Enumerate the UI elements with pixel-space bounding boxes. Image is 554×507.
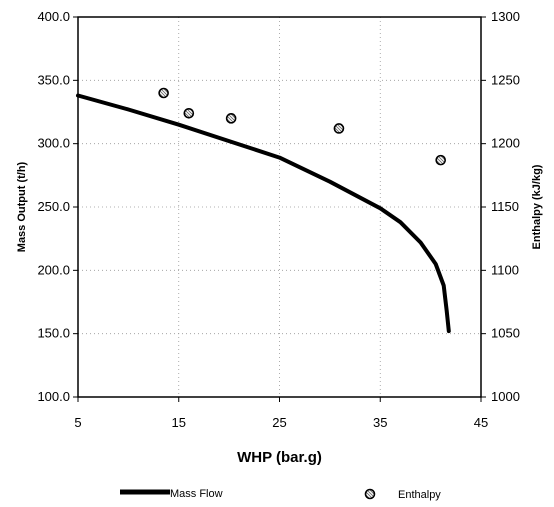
legend-mass-flow-label: Mass Flow [170, 488, 223, 500]
x-axis-title: WHP (bar.g) [237, 449, 322, 466]
legend-enthalpy-marker [364, 488, 376, 500]
x-tick-label: 35 [373, 415, 387, 430]
enthalpy-point [333, 123, 345, 134]
y-right-tick-label: 1000 [491, 389, 520, 404]
series-layer [76, 87, 451, 334]
legend: Mass Flow Enthalpy [120, 488, 441, 501]
y-right-tick-label: 1100 [491, 262, 519, 277]
y-right-axis-ticks: 1000 1050 1100 1150 1200 1250 1300 [481, 9, 520, 404]
x-tick-label: 25 [272, 415, 286, 430]
enthalpy-point [158, 87, 169, 99]
y-left-tick-label: 200.0 [37, 262, 70, 277]
y-right-tick-label: 1300 [491, 9, 520, 24]
y-left-tick-label: 250.0 [37, 199, 70, 214]
x-tick-label: 5 [74, 415, 81, 430]
mass-flow-line [76, 93, 451, 334]
y-left-tick-label: 100.0 [37, 389, 70, 404]
y-left-tick-label: 150.0 [37, 326, 70, 341]
y-left-axis-title: Mass Output (t/h) [16, 161, 28, 252]
y-left-tick-label: 400.0 [37, 9, 70, 24]
y-left-tick-label: 350.0 [37, 72, 70, 87]
x-tick-label: 15 [172, 415, 186, 430]
y-right-tick-label: 1250 [491, 72, 520, 87]
y-right-tick-label: 1150 [491, 199, 519, 214]
y-right-tick-label: 1050 [491, 326, 520, 341]
enthalpy-point [435, 154, 447, 166]
y-right-axis-title: Enthalpy (kJ/kg) [531, 164, 543, 249]
y-left-tick-label: 300.0 [37, 136, 70, 151]
enthalpy-point [225, 113, 237, 124]
y-left-axis-ticks: 100.0 150.0 200.0 250.0 300.0 350.0 400.0 [37, 9, 78, 404]
x-tick-label: 45 [474, 415, 488, 430]
grid-lines [78, 17, 481, 397]
y-right-tick-label: 1200 [491, 136, 520, 151]
x-axis-ticks: 5 15 25 35 45 [74, 397, 488, 430]
legend-enthalpy-label: Enthalpy [398, 489, 441, 501]
enthalpy-point [183, 107, 195, 119]
